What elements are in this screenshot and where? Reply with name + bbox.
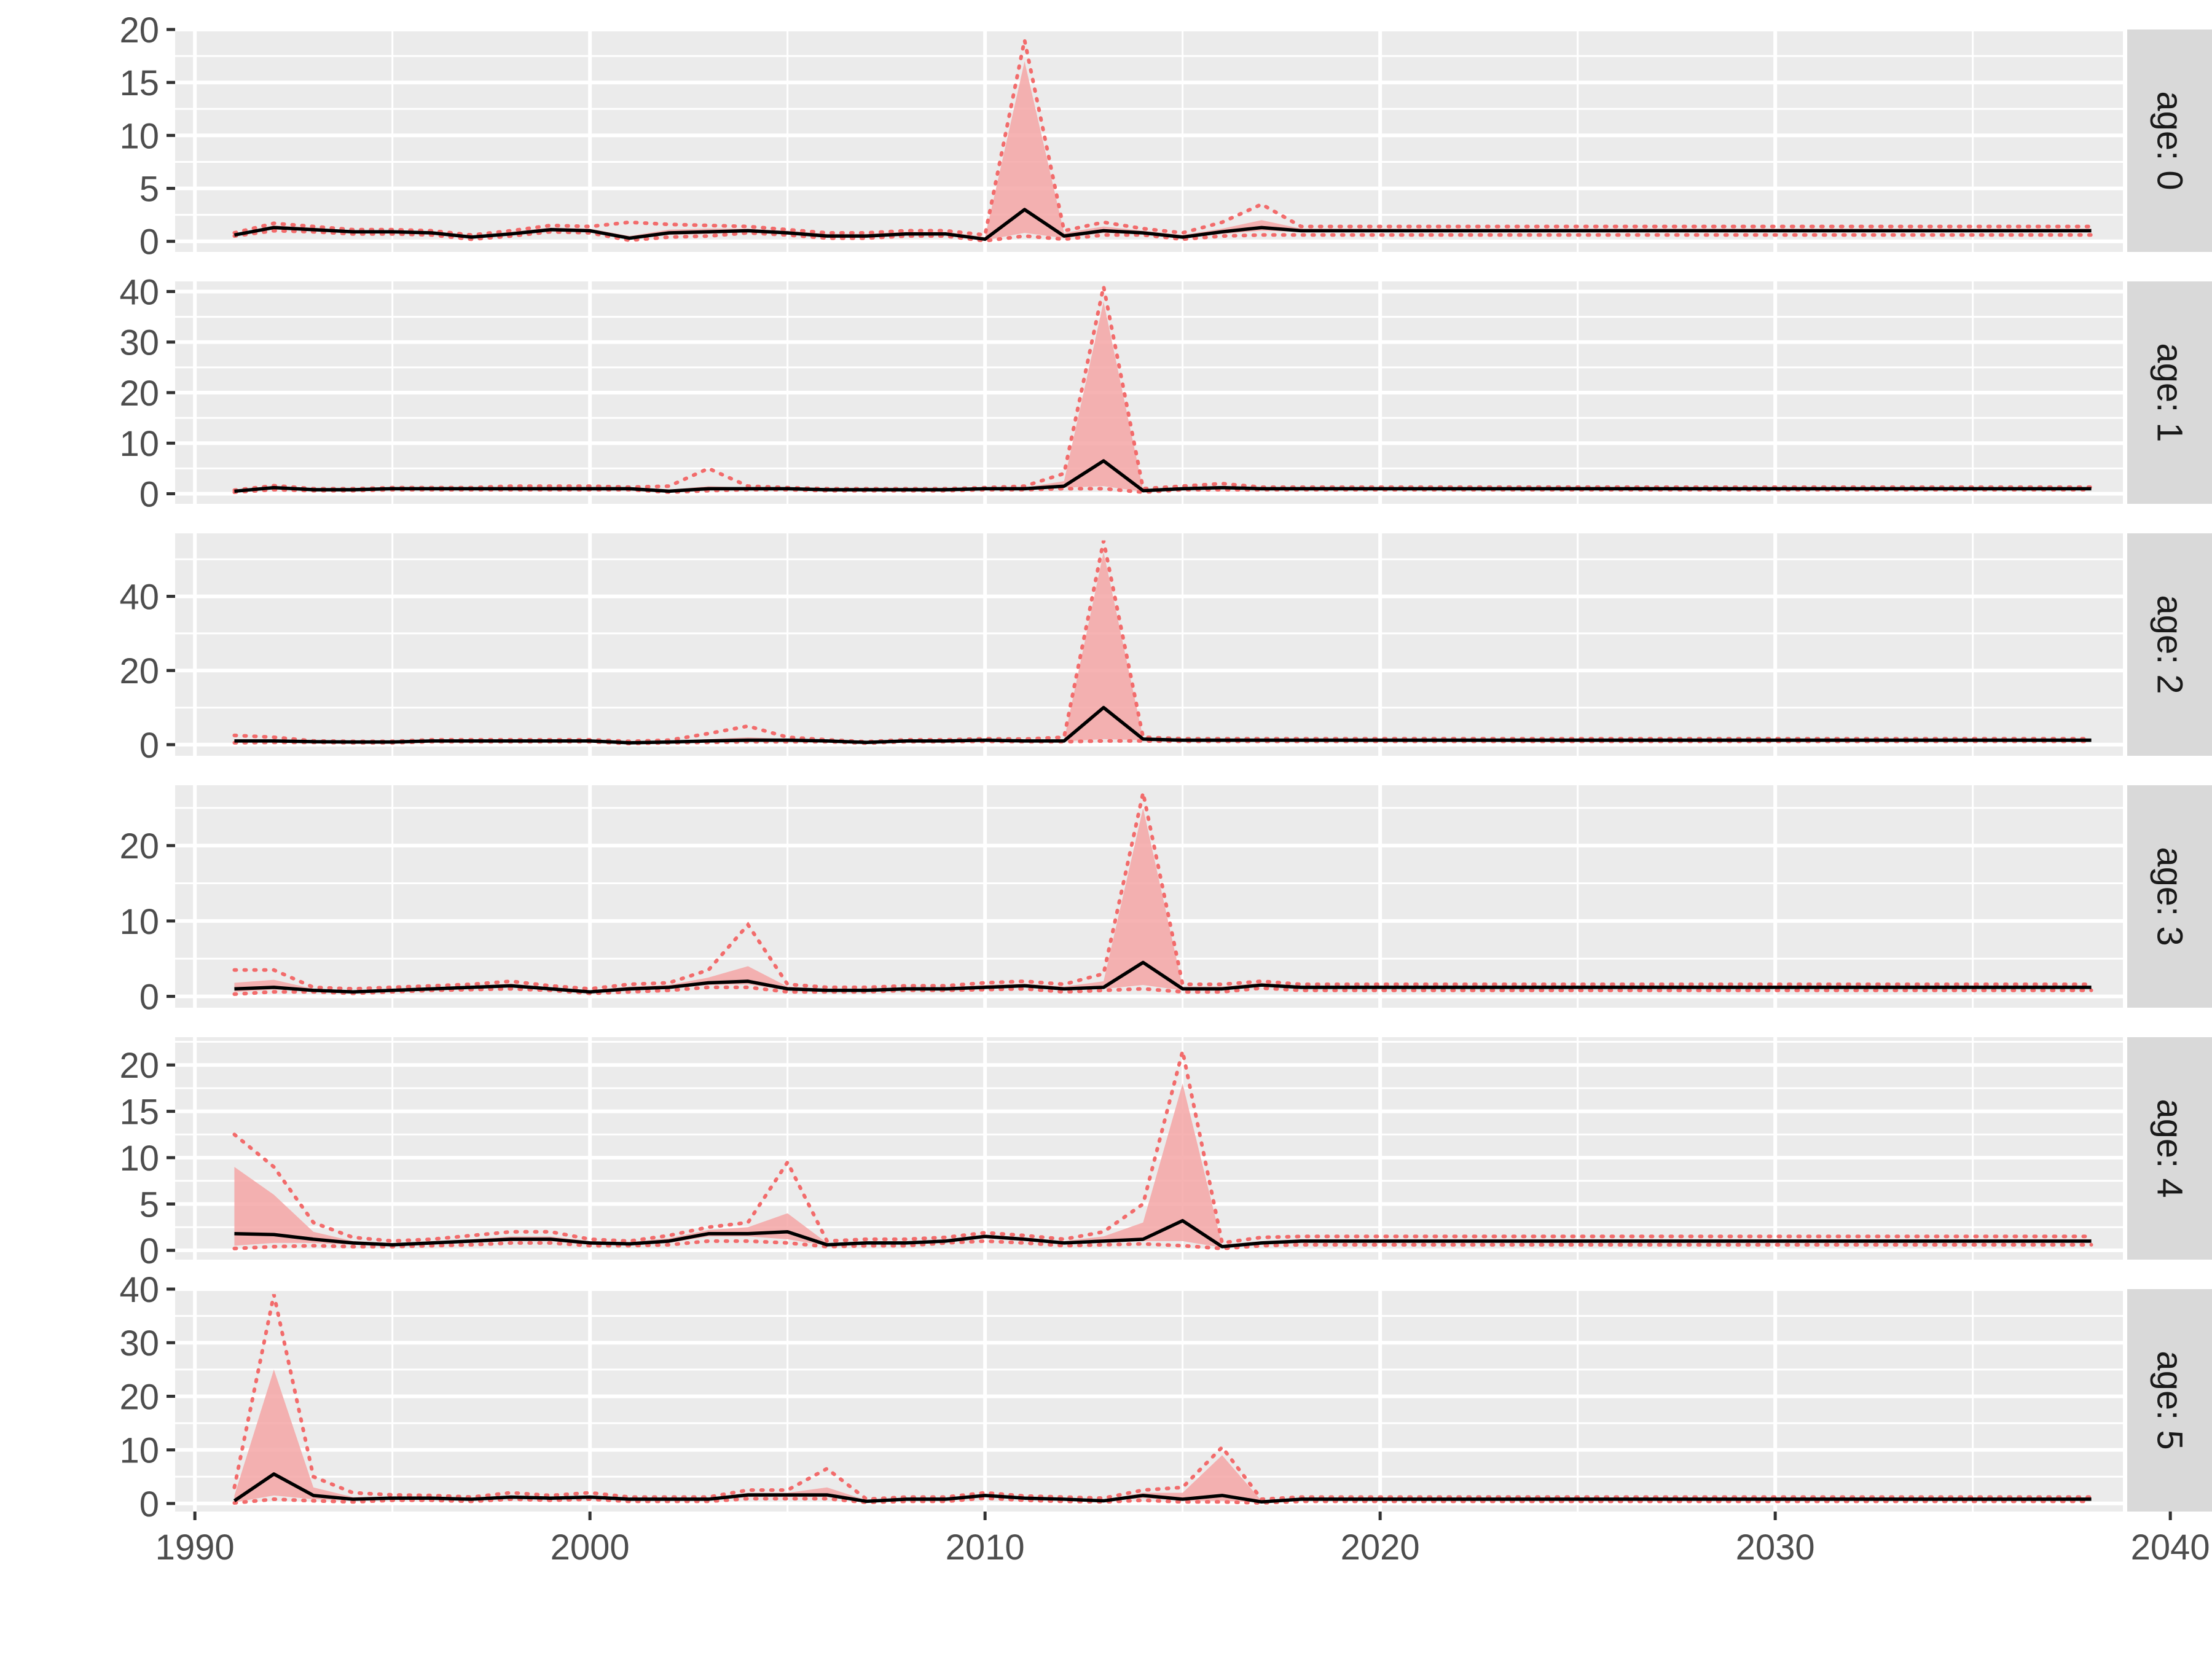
facets-layer: 0 5 10 15 20 age: 0 0 10 20 30 40 age: 1 0 20 40 age: 2…	[119, 10, 2212, 1524]
y-tick-label: 15	[119, 1092, 159, 1132]
x-axis: 1990 2000 2010 2020 2030 2040	[155, 1512, 2210, 1567]
uncertainty-band	[234, 1083, 2092, 1248]
y-tick-label: 0	[139, 1231, 159, 1271]
y-tick-label: 20	[119, 1046, 159, 1086]
plot-area	[232, 540, 2093, 746]
plot-area	[232, 39, 2093, 243]
plot-area	[232, 1050, 2093, 1250]
facet-strip-label: age: 2	[2150, 595, 2190, 694]
y-tick-label: 5	[139, 169, 159, 209]
gridlines	[175, 281, 2123, 504]
y-tick-label: 40	[119, 577, 159, 617]
y-tick-label: 20	[119, 651, 159, 691]
median-line	[234, 459, 2092, 493]
facet-strip	[2127, 1037, 2212, 1260]
y-tick-label: 15	[119, 63, 159, 103]
y-tick-label: 10	[119, 116, 159, 156]
x-tick-label: 2010	[946, 1528, 1025, 1567]
upper-dotted-bound	[232, 1294, 2093, 1502]
y-tick-label: 10	[119, 1431, 159, 1471]
panel-background	[175, 1289, 2123, 1512]
uncertainty-band	[234, 807, 2092, 993]
median-line	[233, 1472, 2092, 1504]
y-tick-label: 0	[139, 726, 159, 766]
y-tick-label: 0	[139, 222, 159, 262]
facet-strip-label: age: 5	[2150, 1351, 2190, 1449]
y-tick-label: 0	[139, 977, 159, 1017]
y-tick-label: 40	[119, 1270, 159, 1310]
y-tick-label: 20	[119, 1377, 159, 1417]
panel-background	[175, 29, 2123, 252]
median-line	[234, 705, 2092, 745]
upper-dotted-bound	[232, 1050, 2093, 1245]
panel-background	[175, 533, 2123, 756]
y-tick-label: 10	[119, 902, 159, 942]
x-tick-label: 2030	[1736, 1528, 1815, 1567]
y-tick-label: 0	[139, 474, 159, 514]
y-tick-label: 20	[119, 374, 159, 414]
upper-dotted-bound	[232, 39, 2093, 237]
facet-panel-4: 0 5 10 15 20 age: 4	[119, 1037, 2212, 1271]
facet-strip-label: age: 3	[2150, 847, 2190, 946]
gridlines	[175, 1289, 2123, 1512]
facet-strip-label: age: 0	[2150, 91, 2190, 190]
plot-area	[232, 1294, 2093, 1505]
y-tick-label: 10	[119, 1139, 159, 1179]
y-tick-label: 30	[119, 323, 159, 363]
facet-panel-3: 0 10 20 age: 3	[119, 785, 2212, 1017]
facet-panel-1: 0 10 20 30 40 age: 1	[119, 272, 2212, 514]
facet-strip-label: age: 1	[2150, 343, 2190, 442]
y-tick-label: 5	[139, 1185, 159, 1225]
facet-strip	[2127, 29, 2212, 252]
y-tick-label: 20	[119, 826, 159, 866]
gridlines	[175, 1037, 2123, 1260]
facet-strip	[2127, 533, 2212, 756]
facet-strip	[2127, 785, 2212, 1008]
facet-strip-label: age: 4	[2150, 1099, 2190, 1198]
facet-panel-0: 0 5 10 15 20 age: 0	[119, 10, 2212, 262]
y-tick-label: 10	[119, 424, 159, 464]
y-tick-label: 40	[119, 272, 159, 312]
x-tick-label: 2040	[2131, 1528, 2210, 1567]
x-tick-label: 2020	[1341, 1528, 1420, 1567]
facet-panel-5: 0 10 20 30 40 age: 5	[119, 1270, 2212, 1524]
facet-strip	[2127, 1289, 2212, 1512]
x-tick-label: 2000	[551, 1528, 630, 1567]
median-line	[234, 960, 2092, 994]
median-line	[234, 1218, 2092, 1249]
plot-area	[232, 792, 2093, 996]
y-tick-label: 30	[119, 1324, 159, 1363]
plot-area	[232, 286, 2093, 495]
y-tick-label: 20	[119, 10, 159, 50]
facet-strip	[2127, 281, 2212, 504]
facet-panel-2: 0 20 40 age: 2	[119, 533, 2212, 766]
y-tick-label: 0	[139, 1484, 159, 1524]
gridlines	[175, 533, 2123, 756]
median-line	[233, 208, 2092, 241]
gridlines	[175, 29, 2123, 252]
upper-dotted-bound	[232, 792, 2093, 991]
x-tick-label: 1990	[155, 1528, 235, 1567]
